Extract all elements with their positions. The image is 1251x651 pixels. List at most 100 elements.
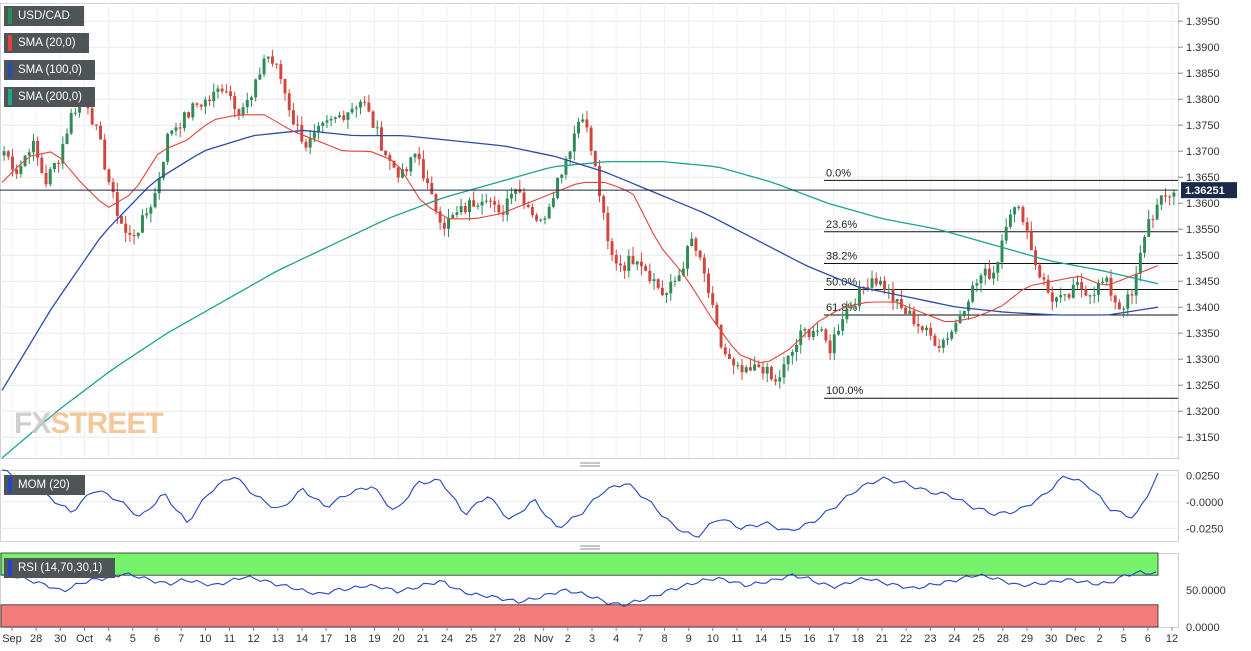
candle-body xyxy=(878,280,882,285)
candle-body xyxy=(149,207,153,214)
candle-body xyxy=(400,169,404,178)
mom-tick-label: 0.0250 xyxy=(1186,470,1220,482)
candle-body xyxy=(476,205,480,207)
sma100-line xyxy=(1,129,1159,391)
legend-rsi[interactable]: RSI (14,70,30,1) xyxy=(4,558,115,578)
candle-body xyxy=(1063,294,1067,296)
candle-body xyxy=(983,268,987,276)
axes: 1.3950 1.3900 1.3850 1.3800 1.3750 1.3700 1.36… xyxy=(2,16,1219,645)
y-tick-label: 1.3150 xyxy=(1186,432,1220,444)
candle-body xyxy=(996,262,1000,273)
candle-body xyxy=(1029,230,1033,251)
legend-sma200[interactable]: SMA (200,0) xyxy=(4,87,95,107)
candle-body xyxy=(941,340,945,348)
legend-sma100[interactable]: SMA (100,0) xyxy=(4,60,95,80)
x-tick-label: Sep xyxy=(2,633,22,645)
candle-body xyxy=(94,124,98,126)
candle-body xyxy=(224,91,228,93)
candle-body xyxy=(489,200,492,202)
candle-body xyxy=(535,215,539,221)
candle-body xyxy=(841,319,845,331)
candle-body xyxy=(1050,292,1054,302)
candle-body xyxy=(170,130,174,134)
y-tick-label: 1.3900 xyxy=(1186,42,1220,54)
candle-body xyxy=(585,119,589,128)
last-price-label: 1.36251 xyxy=(1185,185,1225,197)
candle-body xyxy=(279,64,283,79)
legend-sma100-label: SMA (100,0) xyxy=(18,64,82,76)
legend-sma200-label: SMA (200,0) xyxy=(18,91,82,103)
legend-sma20[interactable]: SMA (20,0) xyxy=(4,33,89,53)
fxstreet-watermark: FXSTREET xyxy=(14,407,164,441)
x-tick-label: Oct xyxy=(76,633,93,645)
candle-body xyxy=(1046,279,1050,293)
candle-body xyxy=(1067,294,1071,298)
candle-body xyxy=(455,212,459,215)
candle-body xyxy=(136,232,140,236)
x-tick-label: 5 xyxy=(130,633,136,645)
mom-tick-label: -0.0000 xyxy=(1186,497,1223,509)
candle-body xyxy=(308,138,312,148)
candle-body xyxy=(593,151,597,166)
x-tick-label: 2 xyxy=(565,633,571,645)
candle-body xyxy=(866,287,870,289)
candle-body xyxy=(581,119,585,122)
candle-body xyxy=(363,101,367,103)
y-tick-label: 1.3350 xyxy=(1186,328,1220,340)
candle-body xyxy=(338,115,341,118)
candle-body xyxy=(375,127,379,129)
candle-body xyxy=(421,159,425,179)
panel-frame-1 xyxy=(0,470,1179,542)
last-price-tag xyxy=(1181,182,1237,199)
symbol-swatch xyxy=(8,8,12,24)
x-tick-label: 12 xyxy=(248,633,260,645)
x-tick-label: 28 xyxy=(513,633,525,645)
candle-body xyxy=(786,355,790,365)
candle-body xyxy=(472,200,476,207)
candle-body xyxy=(69,112,73,134)
legend-mom-label: MOM (20) xyxy=(18,479,70,491)
x-tick-label: 2 xyxy=(1096,633,1102,645)
candle-body xyxy=(405,169,409,172)
y-tick-label: 1.3500 xyxy=(1186,250,1220,262)
y-tick-label: 1.3300 xyxy=(1186,354,1220,366)
panel-splitter-handle[interactable] xyxy=(580,545,600,550)
legend-symbol[interactable]: USD/CAD xyxy=(4,6,84,26)
candle-body xyxy=(128,232,132,235)
candle-body xyxy=(853,306,857,308)
candle-body xyxy=(589,127,593,152)
legend-mom[interactable]: MOM (20) xyxy=(4,475,85,495)
candle-body xyxy=(1138,252,1142,274)
y-tick-label: 1.3800 xyxy=(1186,94,1220,106)
candle-body xyxy=(505,198,509,215)
panel-splitters[interactable] xyxy=(580,462,600,550)
candle-body xyxy=(547,206,551,219)
panel-splitter-handle[interactable] xyxy=(580,462,600,467)
candle-body xyxy=(627,255,631,271)
candle-body xyxy=(1147,219,1151,237)
candle-body xyxy=(275,63,279,65)
x-tick-label: 8 xyxy=(661,633,667,645)
candle-body xyxy=(1059,295,1063,298)
candle-body xyxy=(748,367,752,371)
momentum-line xyxy=(1,469,1159,538)
candle-body xyxy=(434,194,438,212)
candle-body xyxy=(442,222,446,229)
candle-body xyxy=(820,329,824,331)
x-tick-label: 14 xyxy=(755,633,767,645)
candle-body xyxy=(229,91,232,97)
x-tick-label: 19 xyxy=(368,633,380,645)
x-tick-label: 11 xyxy=(731,633,742,645)
candle-body xyxy=(241,107,245,116)
candle-body xyxy=(484,200,488,202)
x-tick-label: 25 xyxy=(973,633,985,645)
candle-body xyxy=(811,330,815,338)
candle-body xyxy=(707,273,710,294)
candle-body xyxy=(199,104,203,107)
candle-body xyxy=(803,328,807,331)
fib-level-label: 23.6% xyxy=(826,219,857,231)
candle-body xyxy=(698,250,702,258)
candle-body xyxy=(916,324,920,327)
candle-body xyxy=(359,101,362,108)
candle-body xyxy=(1101,281,1105,283)
